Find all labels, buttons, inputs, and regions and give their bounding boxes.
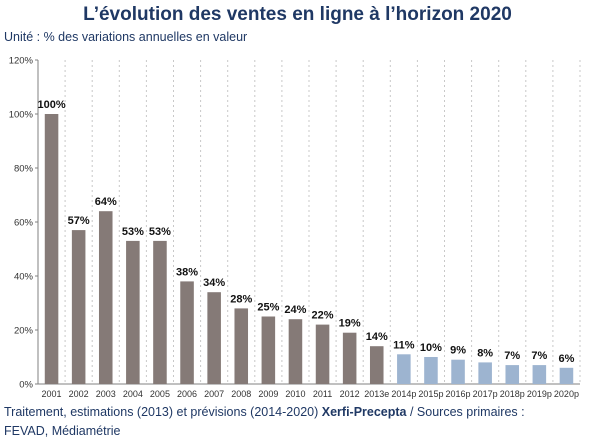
y-tick-label: 80% xyxy=(14,164,34,175)
x-tick-label: 2003 xyxy=(96,389,116,399)
x-tick-label: 2017p xyxy=(473,389,498,399)
bar xyxy=(451,359,465,384)
data-label: 8% xyxy=(477,347,493,359)
y-tick-label: 20% xyxy=(14,326,34,337)
bars xyxy=(44,114,574,384)
data-label: 38% xyxy=(176,266,198,278)
x-tick-label: 2010 xyxy=(285,389,305,399)
bar xyxy=(261,316,276,384)
x-tick-label: 2013e xyxy=(364,389,389,399)
x-tick-label: 2001 xyxy=(42,389,62,399)
data-label: 7% xyxy=(531,350,547,362)
x-tick-label: 2020p xyxy=(554,389,579,399)
bar xyxy=(369,346,384,384)
data-label: 100% xyxy=(37,99,65,111)
x-tick-label: 2015p xyxy=(418,389,443,399)
data-label: 57% xyxy=(68,215,90,227)
x-tick-label: 2011 xyxy=(313,389,332,399)
x-tick-label: 2005 xyxy=(150,389,170,399)
bar xyxy=(180,281,194,384)
x-tick-label: 2019p xyxy=(527,389,552,399)
data-label: 24% xyxy=(284,304,306,316)
y-tick-label: 40% xyxy=(14,272,34,283)
chart-subtitle: Unité : % des variations annuelles en va… xyxy=(4,30,248,44)
y-tick-label: 100% xyxy=(9,110,34,121)
source-suffix: / Sources primaires : xyxy=(406,405,525,419)
x-tick-label: 2004 xyxy=(123,389,143,399)
bar xyxy=(153,240,167,384)
bar xyxy=(126,240,140,384)
data-label: 9% xyxy=(450,345,466,357)
x-tick-label: 2012 xyxy=(340,389,360,399)
bar xyxy=(505,365,520,384)
x-tick-label: 2009 xyxy=(258,389,278,399)
source-prefix: Traitement, estimations (2013) et prévis… xyxy=(4,405,322,419)
bar xyxy=(44,114,59,384)
bar xyxy=(98,211,113,384)
x-tick-labels: 2001 2002 2003 2004 2005 2006 2007 2008 2009 2010… xyxy=(42,389,579,399)
source-brand: Xerfi-Precepta xyxy=(321,405,407,419)
source-line2: FEVAD, Médiamétrie xyxy=(4,424,121,438)
y-tick-label: 60% xyxy=(14,218,34,229)
y-tick-label: 0% xyxy=(19,380,33,391)
data-label: 25% xyxy=(257,302,279,314)
bar xyxy=(532,365,547,384)
data-label: 19% xyxy=(339,318,361,330)
bar xyxy=(342,332,357,384)
data-label: 53% xyxy=(122,226,144,238)
bar xyxy=(424,357,438,384)
data-label: 22% xyxy=(312,310,334,322)
data-label: 6% xyxy=(558,353,574,365)
bar xyxy=(397,354,411,384)
data-label: 64% xyxy=(95,196,117,208)
bar xyxy=(559,367,574,384)
data-label: 34% xyxy=(203,277,225,289)
x-tick-label: 2016p xyxy=(446,389,471,399)
data-label: 28% xyxy=(230,293,252,305)
bar xyxy=(288,319,303,384)
bar xyxy=(478,362,492,384)
x-tick-label: 2018p xyxy=(500,389,525,399)
y-tick-labels: 0% 20% 40% 60% 80% 100% 120% xyxy=(9,56,34,391)
bar xyxy=(207,292,221,384)
y-tick-label: 120% xyxy=(9,56,34,67)
bar-chart: 100% 57% 64% 53% 53% 38% 34% 28% 25% 24% 22% 19% 14%… xyxy=(9,56,581,399)
data-label: 7% xyxy=(504,350,520,362)
source-note: Traitement, estimations (2013) et prévis… xyxy=(4,403,594,441)
bar xyxy=(315,324,330,384)
bar xyxy=(234,308,249,384)
gridlines xyxy=(64,60,581,384)
data-labels: 100% 57% 64% 53% 53% 38% 34% 28% 25% 24% 22% 19% 14%… xyxy=(37,99,574,365)
x-tick-label: 2014p xyxy=(391,389,416,399)
x-tick-label: 2007 xyxy=(204,389,224,399)
data-label: 10% xyxy=(420,342,442,354)
data-label: 14% xyxy=(366,331,388,343)
x-tick-label: 2002 xyxy=(69,389,89,399)
data-label: 11% xyxy=(393,339,415,351)
chart-title: L’évolution des ventes en ligne à l’hori… xyxy=(83,4,512,25)
bar xyxy=(71,230,86,384)
data-label: 53% xyxy=(149,226,171,238)
x-tick-label: 2006 xyxy=(177,389,197,399)
x-tick-label: 2008 xyxy=(231,389,251,399)
